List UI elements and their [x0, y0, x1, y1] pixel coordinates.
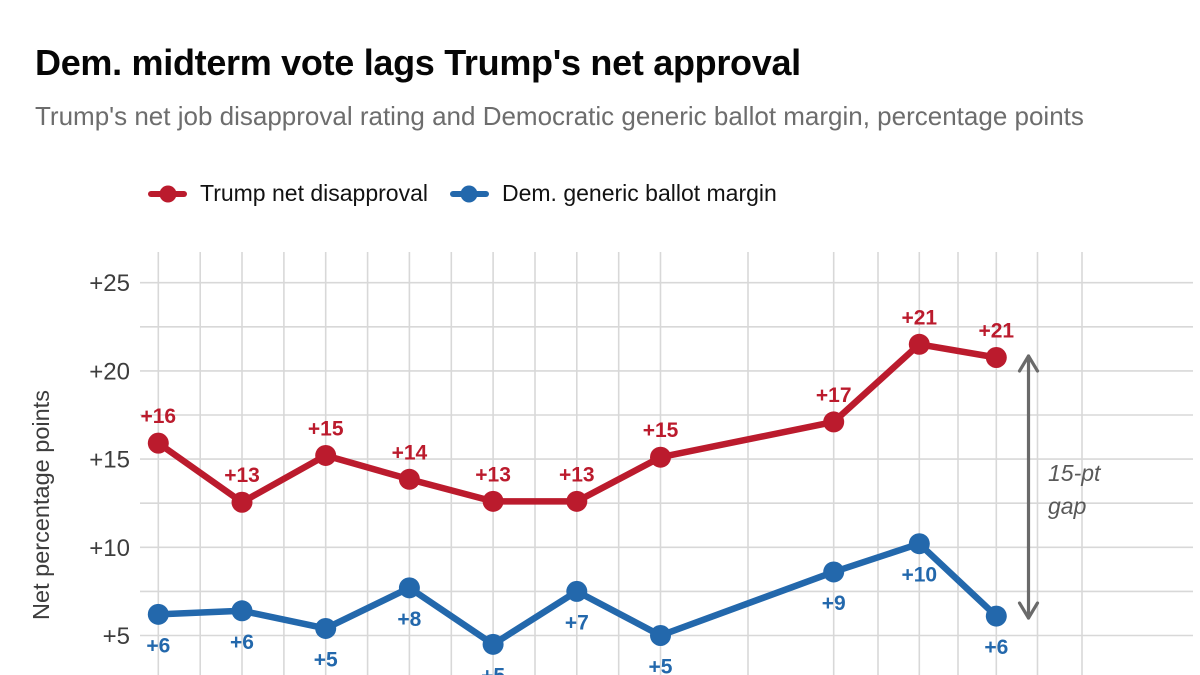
data-point-dem — [482, 633, 504, 655]
data-point-trump — [398, 468, 420, 490]
point-label-dem: +6 — [146, 634, 170, 657]
data-point-dem — [566, 580, 588, 602]
point-label-dem: +5 — [314, 648, 338, 671]
gap-arrow-head-up-icon — [1017, 354, 1040, 373]
series-line-trump — [155, 341, 1000, 506]
legend-label-trump: Trump net disapproval — [200, 180, 428, 206]
series-line-dem — [155, 540, 1000, 648]
dem-series-marker-icon — [449, 185, 489, 202]
point-label-dem: +9 — [822, 592, 846, 615]
point-label-trump: +17 — [816, 384, 852, 407]
gap-annotation-line1: 15-pt — [1048, 460, 1102, 486]
y-axis-title: Net percentage points — [28, 390, 54, 620]
data-point-trump — [482, 490, 504, 512]
data-point-trump — [823, 411, 845, 433]
point-label-trump: +16 — [140, 405, 176, 428]
y-tick-label: +10 — [89, 535, 130, 562]
y-tick-label: +15 — [89, 447, 130, 474]
point-label-dem: +10 — [901, 564, 937, 587]
gap-arrow-head-down-icon — [1017, 601, 1040, 620]
legend: Trump net disapproval Dem. generic ballo… — [148, 180, 777, 207]
y-tick-label: +20 — [89, 358, 130, 385]
data-point-dem — [315, 617, 337, 639]
data-point-dem — [985, 605, 1007, 627]
page-subtitle: Trump's net job disapproval rating and D… — [35, 101, 1084, 131]
data-point-dem — [823, 561, 845, 583]
data-point-trump — [985, 347, 1007, 369]
point-label-trump: +13 — [475, 463, 511, 486]
data-point-trump — [650, 446, 671, 468]
page-title: Dem. midterm vote lags Trump's net appro… — [35, 42, 801, 83]
point-label-trump: +15 — [308, 417, 344, 440]
legend-item-trump: Trump net disapproval — [148, 180, 428, 207]
y-tick-label: +5 — [103, 623, 130, 650]
point-label-dem: +6 — [230, 631, 254, 654]
data-point-trump — [566, 490, 588, 512]
data-point-trump — [147, 432, 169, 454]
gap-annotation-line2: gap — [1048, 493, 1087, 519]
point-label-trump: +21 — [978, 320, 1014, 343]
data-point-trump — [231, 491, 253, 513]
data-point-dem — [231, 600, 253, 622]
data-point-trump — [908, 333, 930, 355]
data-point-dem — [650, 625, 671, 646]
point-label-trump: +15 — [643, 419, 679, 442]
legend-item-dem: Dem. generic ballot margin — [449, 180, 777, 207]
data-point-dem — [398, 577, 420, 599]
point-label-dem: +5 — [481, 664, 505, 675]
point-label-trump: +13 — [559, 463, 595, 486]
point-label-dem: +5 — [649, 656, 673, 675]
data-point-trump — [315, 444, 337, 466]
data-point-dem — [908, 533, 930, 555]
data-point-dem — [147, 603, 169, 625]
point-label-trump: +21 — [901, 306, 937, 329]
point-label-trump: +13 — [224, 464, 260, 487]
legend-label-dem: Dem. generic ballot margin — [501, 180, 777, 206]
point-label-dem: +8 — [397, 608, 421, 631]
trump-series-marker-icon — [148, 185, 187, 202]
point-label-dem: +7 — [565, 611, 589, 634]
point-label-trump: +14 — [392, 441, 428, 464]
y-tick-label: +25 — [89, 270, 130, 297]
point-label-dem: +6 — [984, 636, 1008, 659]
